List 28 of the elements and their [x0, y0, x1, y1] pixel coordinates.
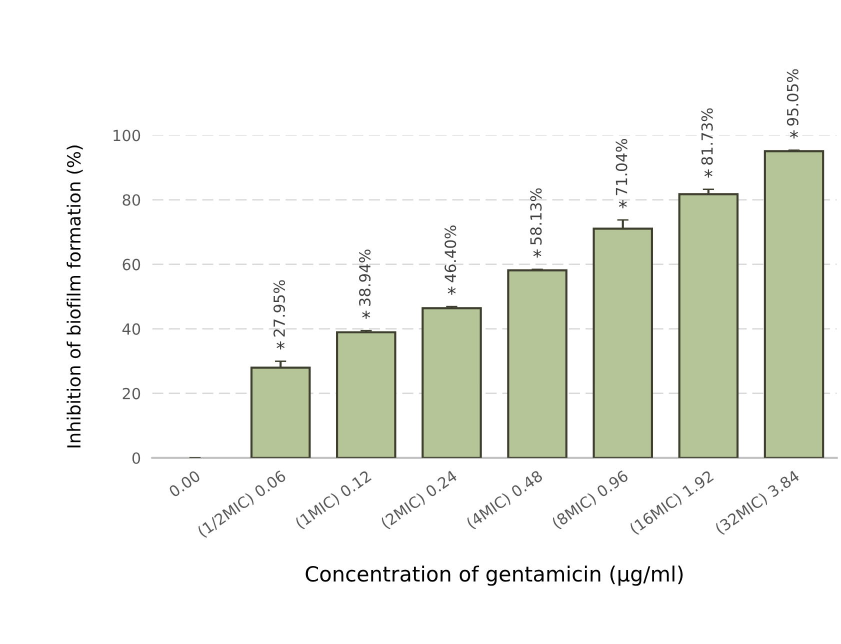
annotation: *: [533, 249, 542, 258]
y-tick-label: 60: [122, 258, 140, 270]
y-tick-label: 0: [132, 452, 140, 464]
annotation: *: [704, 169, 712, 178]
bar: [678, 193, 739, 458]
data-label: 71.04%: [616, 138, 628, 196]
annotation: *: [790, 130, 798, 139]
bar: [764, 150, 824, 458]
annotation: *: [618, 200, 627, 208]
annotation: *: [448, 286, 456, 295]
y-tick-label: 20: [122, 388, 140, 400]
y-tick-label: 80: [122, 194, 140, 206]
data-label: 81.73%: [701, 108, 713, 165]
data-label: 46.40%: [444, 226, 456, 282]
y-axis-title: Inhibition of biofilm formation (%): [66, 146, 83, 448]
annotation: *: [362, 310, 370, 319]
data-label: 38.94%: [359, 250, 371, 306]
data-label: 95.05%: [786, 69, 798, 126]
data-label: 27.95%: [273, 280, 286, 337]
annotation: *: [276, 341, 285, 350]
x-tick-label: 0.00: [168, 470, 201, 498]
y-tick-label: 100: [114, 130, 140, 142]
bar: [507, 269, 568, 458]
bar: [422, 307, 482, 458]
data-label: 58.13%: [530, 188, 542, 245]
y-tick-label: 40: [122, 323, 140, 335]
bar: [336, 331, 396, 458]
x-axis-title: Concentration of gentamicin (µg/ml): [306, 566, 683, 586]
